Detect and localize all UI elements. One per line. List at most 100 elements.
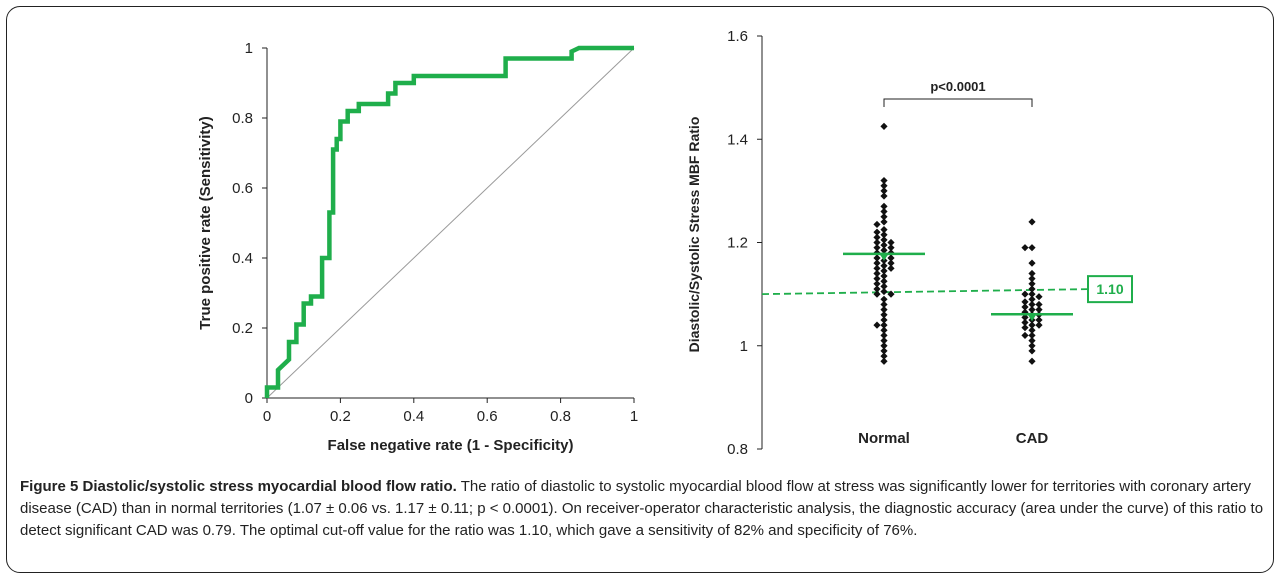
dot-point [887, 290, 895, 298]
dot-point [1028, 306, 1036, 314]
dot-point [1028, 275, 1036, 283]
dot-point [873, 290, 881, 298]
dot-point [880, 311, 888, 319]
dot-point [1035, 293, 1043, 301]
dot-point [873, 238, 881, 247]
dot-point [1021, 290, 1029, 298]
dot-point [880, 272, 888, 280]
dot-y-tick-label: 1.4 [727, 131, 748, 148]
dot-point [873, 321, 881, 329]
dot-point [880, 331, 888, 340]
dot-point [1021, 303, 1029, 311]
dot-y-tick-label: 1 [740, 338, 748, 355]
roc-series-group [264, 45, 635, 399]
dot-y-tick-label: 0.8 [727, 441, 748, 458]
dot-point [1021, 298, 1029, 306]
roc-y-tick-label: 1 [245, 40, 253, 57]
dot-category-label: Normal [858, 430, 910, 447]
dot-means-group [843, 252, 1073, 322]
dot-point [873, 259, 881, 267]
dot-point [880, 122, 888, 130]
dot-point [1028, 290, 1036, 298]
dot-point [880, 262, 888, 270]
roc-y-axis-label: True positive rate (Sensitivity) [197, 116, 214, 329]
caption-title: Figure 5 Diastolic/systolic stress myoca… [20, 478, 457, 495]
cutoff-label-box [1087, 275, 1133, 304]
roc-y-tick-label: 0.2 [232, 320, 253, 337]
ratio-dot-plot: 0.8 1 1.2 1.4 1.6 Normal CAD 1.10 p<0.0001 Di… [686, 28, 1133, 458]
roc-curve-line [264, 45, 634, 398]
dot-point [880, 357, 888, 365]
dot-point [880, 321, 888, 329]
dot-point [1028, 259, 1036, 267]
dot-points-group [873, 122, 1043, 365]
dot-point [873, 233, 881, 241]
dot-point [1028, 326, 1036, 334]
dot-point [880, 336, 888, 345]
dot-point [880, 241, 888, 249]
dot-point [880, 176, 888, 185]
dot-point [873, 228, 881, 236]
cutoff-group: 1.10 [761, 275, 1133, 304]
dot-point [873, 254, 881, 262]
roc-x-tick-label: 0.6 [477, 408, 498, 425]
dot-point [1028, 342, 1036, 350]
dot-point [880, 295, 888, 303]
dot-point [880, 316, 888, 324]
dot-point [880, 202, 888, 210]
roc-y-tick-label: 0.6 [232, 180, 253, 197]
roc-chart: 0 0.2 0.4 0.6 0.8 1 0 0.2 0.4 0.6 0.8 1 False nega… [197, 40, 638, 454]
dot-point [880, 326, 888, 334]
dot-point [880, 213, 888, 221]
dot-point [887, 244, 895, 252]
dot-point [880, 306, 888, 314]
significance-bracket-line [883, 98, 1033, 107]
dot-point [1028, 218, 1036, 226]
dot-point [880, 347, 888, 355]
figure-caption: Figure 5 Diastolic/systolic stress myoca… [20, 476, 1265, 542]
dot-point [1028, 285, 1036, 293]
dot-point [1035, 316, 1043, 324]
dot-point [1021, 244, 1029, 252]
roc-x-tick-label: 1 [630, 408, 638, 425]
dot-point [880, 207, 888, 216]
dot-point [880, 342, 888, 350]
dot-point [1035, 321, 1043, 329]
dot-point [887, 254, 895, 262]
dot-point [1035, 300, 1043, 309]
dot-point [1035, 306, 1043, 314]
roc-x-tick-label: 0.4 [403, 408, 424, 425]
dot-point [1021, 318, 1029, 327]
dot-point [1021, 313, 1029, 321]
dot-point [880, 231, 888, 239]
dot-point [1028, 269, 1036, 278]
dot-point [873, 220, 881, 229]
significance-bracket: p<0.0001 [883, 79, 1033, 107]
roc-x-ticks: 0 0.2 0.4 0.6 0.8 1 [263, 398, 638, 425]
dot-point [873, 285, 881, 293]
dot-point [1028, 331, 1036, 340]
dot-mean-marker [879, 252, 889, 261]
dot-point [880, 192, 888, 200]
dot-y-tick-label: 1.6 [727, 28, 748, 45]
roc-x-axis-label: False negative rate (1 - Specificity) [328, 437, 574, 454]
dot-y-axis-label: Diastolic/Systolic Stress MBF Ratio [686, 117, 702, 353]
roc-x-tick-label: 0.8 [550, 408, 571, 425]
dot-point [873, 264, 881, 272]
dot-point [880, 246, 888, 254]
dot-point [880, 277, 888, 285]
roc-y-ticks: 0 0.2 0.4 0.6 0.8 1 [232, 40, 267, 407]
dot-point [880, 267, 888, 275]
roc-x-tick-label: 0 [263, 408, 271, 425]
roc-y-tick-label: 0.8 [232, 110, 253, 127]
dot-point [1028, 300, 1036, 309]
dot-point [1021, 308, 1029, 316]
dot-category-label: CAD [1016, 430, 1049, 447]
dot-point [1021, 331, 1029, 340]
dot-point [1028, 295, 1036, 303]
dot-point [880, 225, 888, 234]
dot-point [880, 187, 888, 195]
dot-point [873, 269, 881, 278]
dot-point [880, 236, 888, 244]
dot-point [880, 287, 888, 296]
